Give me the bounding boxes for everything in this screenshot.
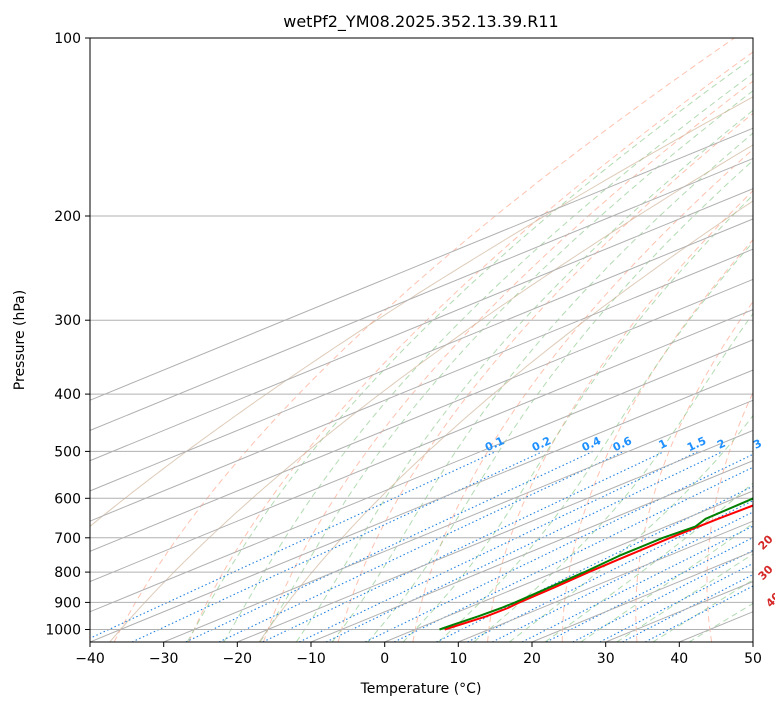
y-tick-label: 700	[54, 531, 81, 547]
isotherm-line	[163, 399, 753, 642]
y-tick-label: 300	[54, 313, 81, 329]
moist-adiabat-line	[259, 90, 753, 642]
moist-adiabat-line	[544, 482, 753, 642]
pseudo-adiabat-line	[258, 200, 753, 642]
dry-adiabat-line	[113, 38, 735, 642]
isotherm-line	[90, 157, 753, 431]
mixing-ratio-line	[546, 536, 753, 642]
moist-adiabat-line	[367, 159, 753, 642]
x-tick-label: −30	[149, 651, 179, 667]
mixing-ratio-line	[492, 511, 753, 642]
isotherm-line	[237, 429, 753, 642]
x-tick-label: 30	[597, 651, 615, 667]
isotherm-line	[90, 127, 753, 401]
y-tick-label: 600	[54, 491, 81, 507]
isotherm-line	[90, 218, 753, 492]
x-axis-ticks: −40 −30 −20 −10 0 10 20 30 40 50	[75, 642, 762, 667]
x-tick-label: −10	[296, 651, 326, 667]
y-axis-ticks: 100 200 300 400 500 600 700 800 900 1000	[45, 31, 90, 639]
y-tick-label: 200	[54, 209, 81, 225]
y-tick-label: 1000	[45, 623, 81, 639]
y-tick-label: 800	[54, 565, 81, 581]
moist-adiabat-line	[580, 522, 753, 642]
dry-adiabat-line	[337, 112, 753, 642]
isotherm-line	[90, 309, 753, 583]
isotherm-line	[384, 490, 753, 642]
x-tick-label: 10	[449, 651, 467, 667]
dewpoint-line	[439, 497, 753, 631]
mixing-ratio-line	[298, 450, 699, 642]
y-tick-label: 900	[54, 595, 81, 611]
pseudo-adiabat-line	[90, 96, 753, 527]
x-tick-label: −20	[223, 651, 253, 667]
isotherm-line	[310, 460, 753, 642]
profile-lines	[439, 497, 753, 631]
temperature-line	[444, 504, 753, 631]
y-axis-label: Pressure (hPa)	[12, 290, 28, 390]
mixing-ratio-line	[90, 450, 497, 639]
isotherm-line	[90, 278, 753, 552]
y-tick-label: 400	[54, 387, 81, 403]
mixing-ratio-line	[131, 450, 544, 642]
mixing-ratio-line	[521, 525, 753, 642]
x-tick-label: 40	[670, 651, 688, 667]
moist-adiabat-line	[186, 56, 753, 642]
wet-bulb-label: 40	[763, 590, 775, 610]
moist-adiabat-line	[331, 132, 753, 642]
x-tick-label: 20	[523, 651, 541, 667]
isotherm-line	[90, 248, 753, 522]
dry-adiabat-line	[635, 300, 753, 642]
isotherm-line	[90, 369, 753, 642]
y-tick-label: 500	[54, 444, 81, 460]
chart-title: wetPf2_YM08.2025.352.13.39.R11	[283, 12, 558, 32]
plot-area	[90, 38, 753, 642]
isotherm-line	[90, 188, 753, 462]
plot-frame	[89, 37, 754, 643]
dry-adiabat-line	[487, 189, 753, 642]
x-axis-label: Temperature (°C)	[360, 681, 482, 697]
x-tick-label: 50	[744, 651, 762, 667]
dry-adiabat-line	[263, 80, 753, 642]
mixing-ratio-line	[436, 485, 753, 642]
isotherm-line	[458, 520, 753, 642]
y-tick-label: 100	[54, 31, 81, 47]
x-tick-label: 0	[380, 651, 389, 667]
dry-adiabat-line	[561, 238, 753, 642]
moist-adiabat-line	[438, 241, 753, 642]
x-tick-label: −40	[75, 651, 105, 667]
pseudo-adiabat-line	[109, 144, 753, 642]
